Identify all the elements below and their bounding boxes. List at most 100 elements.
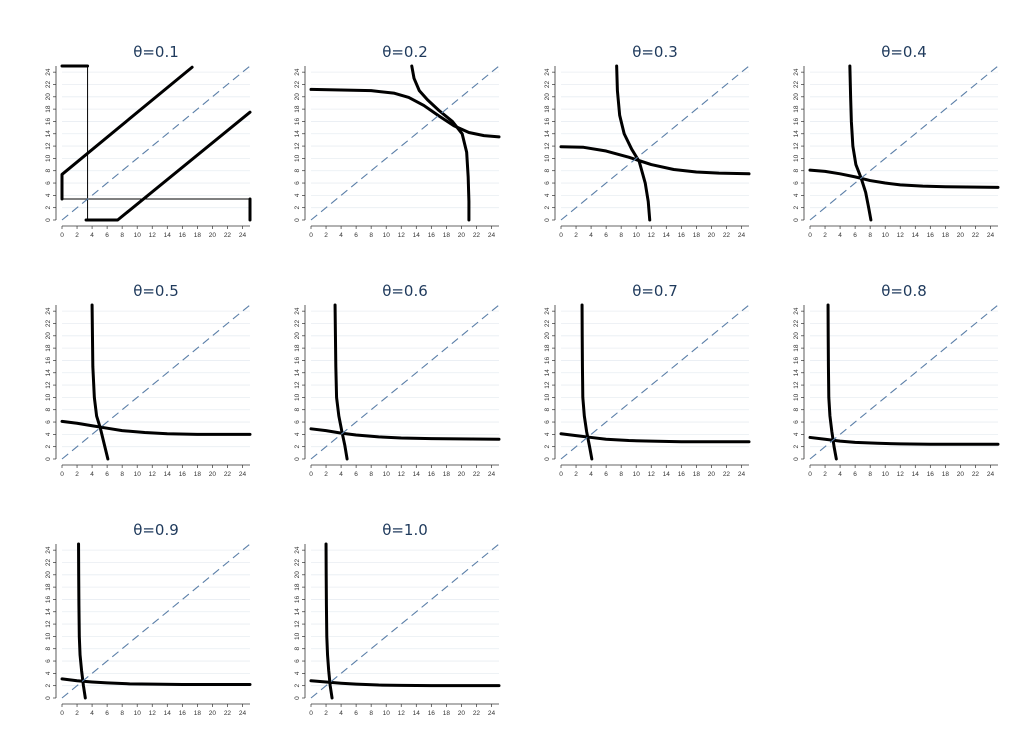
series-line: [848, 64, 873, 222]
y-tick-label: 6: [793, 420, 800, 424]
x-tick-label: 2: [324, 232, 328, 239]
y-tick-label: 18: [45, 344, 52, 352]
y-tick-label: 8: [45, 647, 52, 651]
y-tick-label: 20: [793, 93, 800, 101]
y-tick-label: 2: [793, 444, 800, 448]
diagonal-line: [61, 304, 251, 460]
panel-title: θ=0.7: [632, 282, 678, 300]
series-line: [580, 303, 594, 461]
x-tick-label: 10: [134, 471, 142, 478]
series-line: [559, 432, 751, 444]
series-line: [309, 427, 501, 441]
y-tick-label: 22: [45, 558, 52, 566]
y-tick-label: 16: [793, 117, 800, 125]
y-tick-label: 18: [294, 105, 301, 113]
y-tick-label: 20: [294, 332, 301, 340]
x-tick-label: 0: [559, 471, 563, 478]
y-tick-label: 2: [45, 683, 52, 687]
series-line: [60, 419, 252, 436]
x-tick-label: 12: [897, 471, 905, 478]
y-tick-label: 10: [45, 154, 52, 162]
y-tick-label: 20: [544, 93, 551, 101]
x-tick-label: 16: [428, 232, 436, 239]
y-tick-label: 10: [793, 393, 800, 401]
series-line: [333, 303, 349, 461]
panel-title: θ=0.6: [382, 282, 428, 300]
panel-title: θ=0.8: [881, 282, 927, 300]
x-tick-label: 8: [369, 710, 373, 717]
x-tick-label: 12: [398, 471, 406, 478]
y-tick-label: 22: [45, 319, 52, 327]
y-tick-label: 16: [544, 356, 551, 364]
y-tick-label: 18: [793, 105, 800, 113]
y-tick-label: 2: [45, 205, 52, 209]
x-tick-label: 10: [633, 232, 641, 239]
y-tick-label: 10: [544, 154, 551, 162]
series-line: [324, 542, 334, 700]
x-tick-label: 6: [604, 232, 608, 239]
y-tick-label: 0: [45, 696, 52, 700]
x-tick-label: 0: [60, 471, 64, 478]
y-tick-label: 16: [45, 356, 52, 364]
y-tick-label: 8: [544, 169, 551, 173]
x-tick-label: 2: [823, 232, 827, 239]
x-tick-label: 20: [458, 710, 466, 717]
x-tick-label: 22: [473, 232, 481, 239]
y-tick-label: 24: [544, 68, 551, 76]
y-tick-label: 18: [294, 344, 301, 352]
y-tick-label: 10: [45, 393, 52, 401]
x-tick-label: 24: [987, 471, 995, 478]
series-line: [615, 64, 652, 222]
y-tick-label: 10: [793, 154, 800, 162]
y-tick-label: 10: [294, 154, 301, 162]
x-tick-label: 14: [164, 232, 172, 239]
x-tick-label: 0: [309, 232, 313, 239]
y-tick-label: 6: [294, 181, 301, 185]
panel-title: θ=0.4: [881, 43, 927, 61]
y-tick-label: 0: [294, 218, 301, 222]
y-tick-label: 0: [793, 457, 800, 461]
x-tick-label: 22: [224, 710, 232, 717]
x-tick-label: 6: [354, 232, 358, 239]
x-tick-label: 0: [808, 232, 812, 239]
x-tick-label: 2: [324, 710, 328, 717]
x-tick-label: 8: [369, 232, 373, 239]
y-tick-label: 12: [45, 142, 52, 150]
x-tick-label: 24: [239, 471, 247, 478]
x-tick-label: 16: [927, 232, 935, 239]
x-tick-label: 8: [369, 471, 373, 478]
x-tick-label: 10: [134, 710, 142, 717]
panel-title: θ=0.3: [632, 43, 678, 61]
x-tick-label: 4: [339, 710, 343, 717]
x-tick-label: 16: [179, 471, 187, 478]
y-tick-label: 6: [294, 659, 301, 663]
x-tick-label: 6: [604, 471, 608, 478]
y-tick-label: 20: [45, 332, 52, 340]
x-tick-label: 14: [164, 471, 172, 478]
y-tick-label: 0: [45, 457, 52, 461]
x-tick-label: 2: [75, 471, 79, 478]
x-tick-label: 24: [738, 232, 746, 239]
y-tick-label: 0: [544, 457, 551, 461]
y-tick-label: 22: [793, 319, 800, 327]
y-tick-label: 10: [294, 632, 301, 640]
series-line: [808, 435, 1000, 446]
y-tick-label: 8: [793, 169, 800, 173]
x-tick-label: 18: [194, 471, 202, 478]
diagonal-line: [560, 65, 750, 221]
y-tick-label: 4: [294, 193, 301, 197]
y-tick-label: 24: [793, 68, 800, 76]
x-tick-label: 2: [75, 710, 79, 717]
y-tick-label: 16: [45, 117, 52, 125]
y-tick-label: 16: [294, 117, 301, 125]
y-tick-label: 8: [544, 408, 551, 412]
y-tick-label: 18: [45, 105, 52, 113]
panel-title: θ=0.1: [133, 43, 179, 61]
y-tick-label: 0: [294, 696, 301, 700]
y-tick-label: 18: [793, 344, 800, 352]
y-tick-label: 14: [45, 130, 52, 138]
y-tick-label: 14: [294, 130, 301, 138]
